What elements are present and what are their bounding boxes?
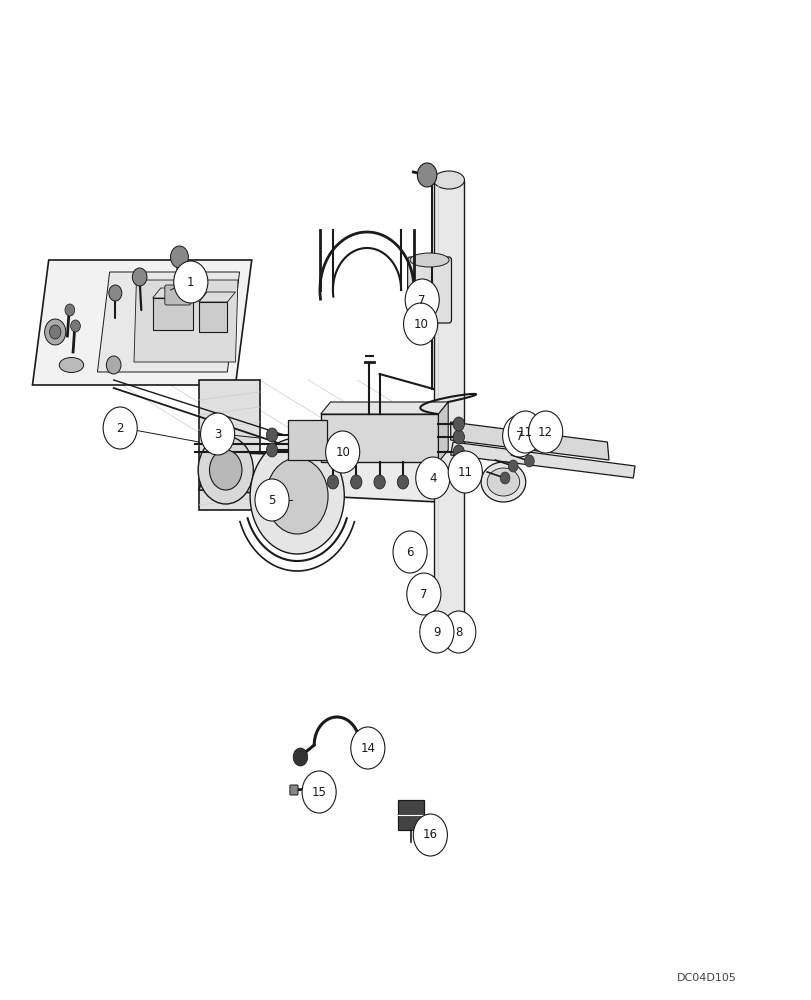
- Text: 10: 10: [335, 446, 350, 458]
- Circle shape: [415, 457, 449, 499]
- Text: 3: 3: [213, 428, 221, 440]
- Text: 4: 4: [428, 472, 436, 485]
- FancyBboxPatch shape: [320, 414, 438, 462]
- FancyBboxPatch shape: [165, 285, 191, 305]
- Polygon shape: [450, 442, 634, 478]
- Circle shape: [302, 771, 336, 813]
- Circle shape: [45, 319, 66, 345]
- Circle shape: [109, 285, 122, 301]
- Circle shape: [413, 814, 447, 856]
- Circle shape: [373, 475, 385, 489]
- Ellipse shape: [480, 462, 526, 502]
- Text: 16: 16: [423, 828, 437, 842]
- Text: 1: 1: [187, 275, 195, 288]
- Circle shape: [453, 445, 464, 459]
- Circle shape: [103, 407, 137, 449]
- Text: 8: 8: [454, 626, 462, 639]
- Circle shape: [420, 475, 431, 489]
- Circle shape: [453, 430, 464, 444]
- Circle shape: [448, 451, 482, 493]
- Polygon shape: [199, 292, 235, 302]
- Circle shape: [508, 411, 542, 453]
- Circle shape: [170, 246, 188, 268]
- FancyBboxPatch shape: [407, 257, 451, 323]
- Circle shape: [502, 415, 536, 457]
- Circle shape: [325, 431, 359, 473]
- Circle shape: [500, 472, 509, 484]
- Circle shape: [200, 413, 234, 455]
- Polygon shape: [152, 288, 201, 298]
- Polygon shape: [199, 380, 260, 510]
- Circle shape: [453, 417, 464, 431]
- Circle shape: [106, 356, 121, 374]
- Circle shape: [350, 475, 362, 489]
- Circle shape: [327, 475, 338, 489]
- Text: 6: 6: [406, 546, 414, 558]
- Circle shape: [71, 320, 80, 332]
- Circle shape: [266, 428, 277, 442]
- Circle shape: [397, 475, 408, 489]
- FancyBboxPatch shape: [433, 180, 464, 620]
- Text: 12: 12: [538, 426, 552, 438]
- Circle shape: [49, 325, 61, 339]
- FancyBboxPatch shape: [290, 785, 298, 795]
- FancyBboxPatch shape: [199, 302, 227, 332]
- Circle shape: [250, 438, 344, 554]
- Text: 5: 5: [268, 493, 276, 506]
- Text: 7: 7: [419, 587, 427, 600]
- Circle shape: [293, 748, 307, 766]
- Circle shape: [132, 268, 147, 286]
- Circle shape: [441, 611, 475, 653]
- Circle shape: [198, 436, 253, 504]
- Circle shape: [508, 460, 517, 472]
- Circle shape: [406, 573, 440, 615]
- Polygon shape: [199, 452, 450, 502]
- FancyBboxPatch shape: [152, 298, 193, 330]
- Text: 11: 11: [457, 466, 472, 479]
- Polygon shape: [320, 402, 448, 414]
- Circle shape: [524, 455, 534, 467]
- Circle shape: [174, 261, 208, 303]
- Circle shape: [350, 727, 384, 769]
- Circle shape: [417, 163, 436, 187]
- Ellipse shape: [487, 468, 519, 496]
- Ellipse shape: [59, 358, 84, 372]
- Circle shape: [255, 479, 289, 521]
- Circle shape: [266, 443, 277, 457]
- Text: 11: 11: [517, 426, 532, 438]
- Text: 7: 7: [418, 294, 426, 306]
- Polygon shape: [450, 422, 608, 460]
- Text: 15: 15: [311, 786, 326, 798]
- Circle shape: [209, 450, 242, 490]
- Circle shape: [403, 303, 437, 345]
- Circle shape: [65, 304, 75, 316]
- FancyBboxPatch shape: [288, 420, 327, 460]
- Polygon shape: [438, 402, 448, 462]
- Circle shape: [528, 411, 562, 453]
- Text: 9: 9: [432, 626, 440, 639]
- Text: 14: 14: [360, 742, 375, 754]
- Text: 10: 10: [413, 318, 427, 330]
- Text: DC04D105: DC04D105: [676, 973, 736, 983]
- Text: 7: 7: [515, 430, 523, 442]
- Circle shape: [266, 458, 328, 534]
- Circle shape: [405, 279, 439, 321]
- Circle shape: [393, 531, 427, 573]
- Circle shape: [358, 748, 372, 766]
- Ellipse shape: [433, 171, 464, 189]
- Circle shape: [419, 611, 453, 653]
- Polygon shape: [97, 272, 239, 372]
- Ellipse shape: [410, 253, 448, 267]
- Polygon shape: [32, 260, 251, 385]
- FancyBboxPatch shape: [397, 800, 423, 830]
- Polygon shape: [134, 280, 238, 362]
- Text: 2: 2: [116, 422, 124, 434]
